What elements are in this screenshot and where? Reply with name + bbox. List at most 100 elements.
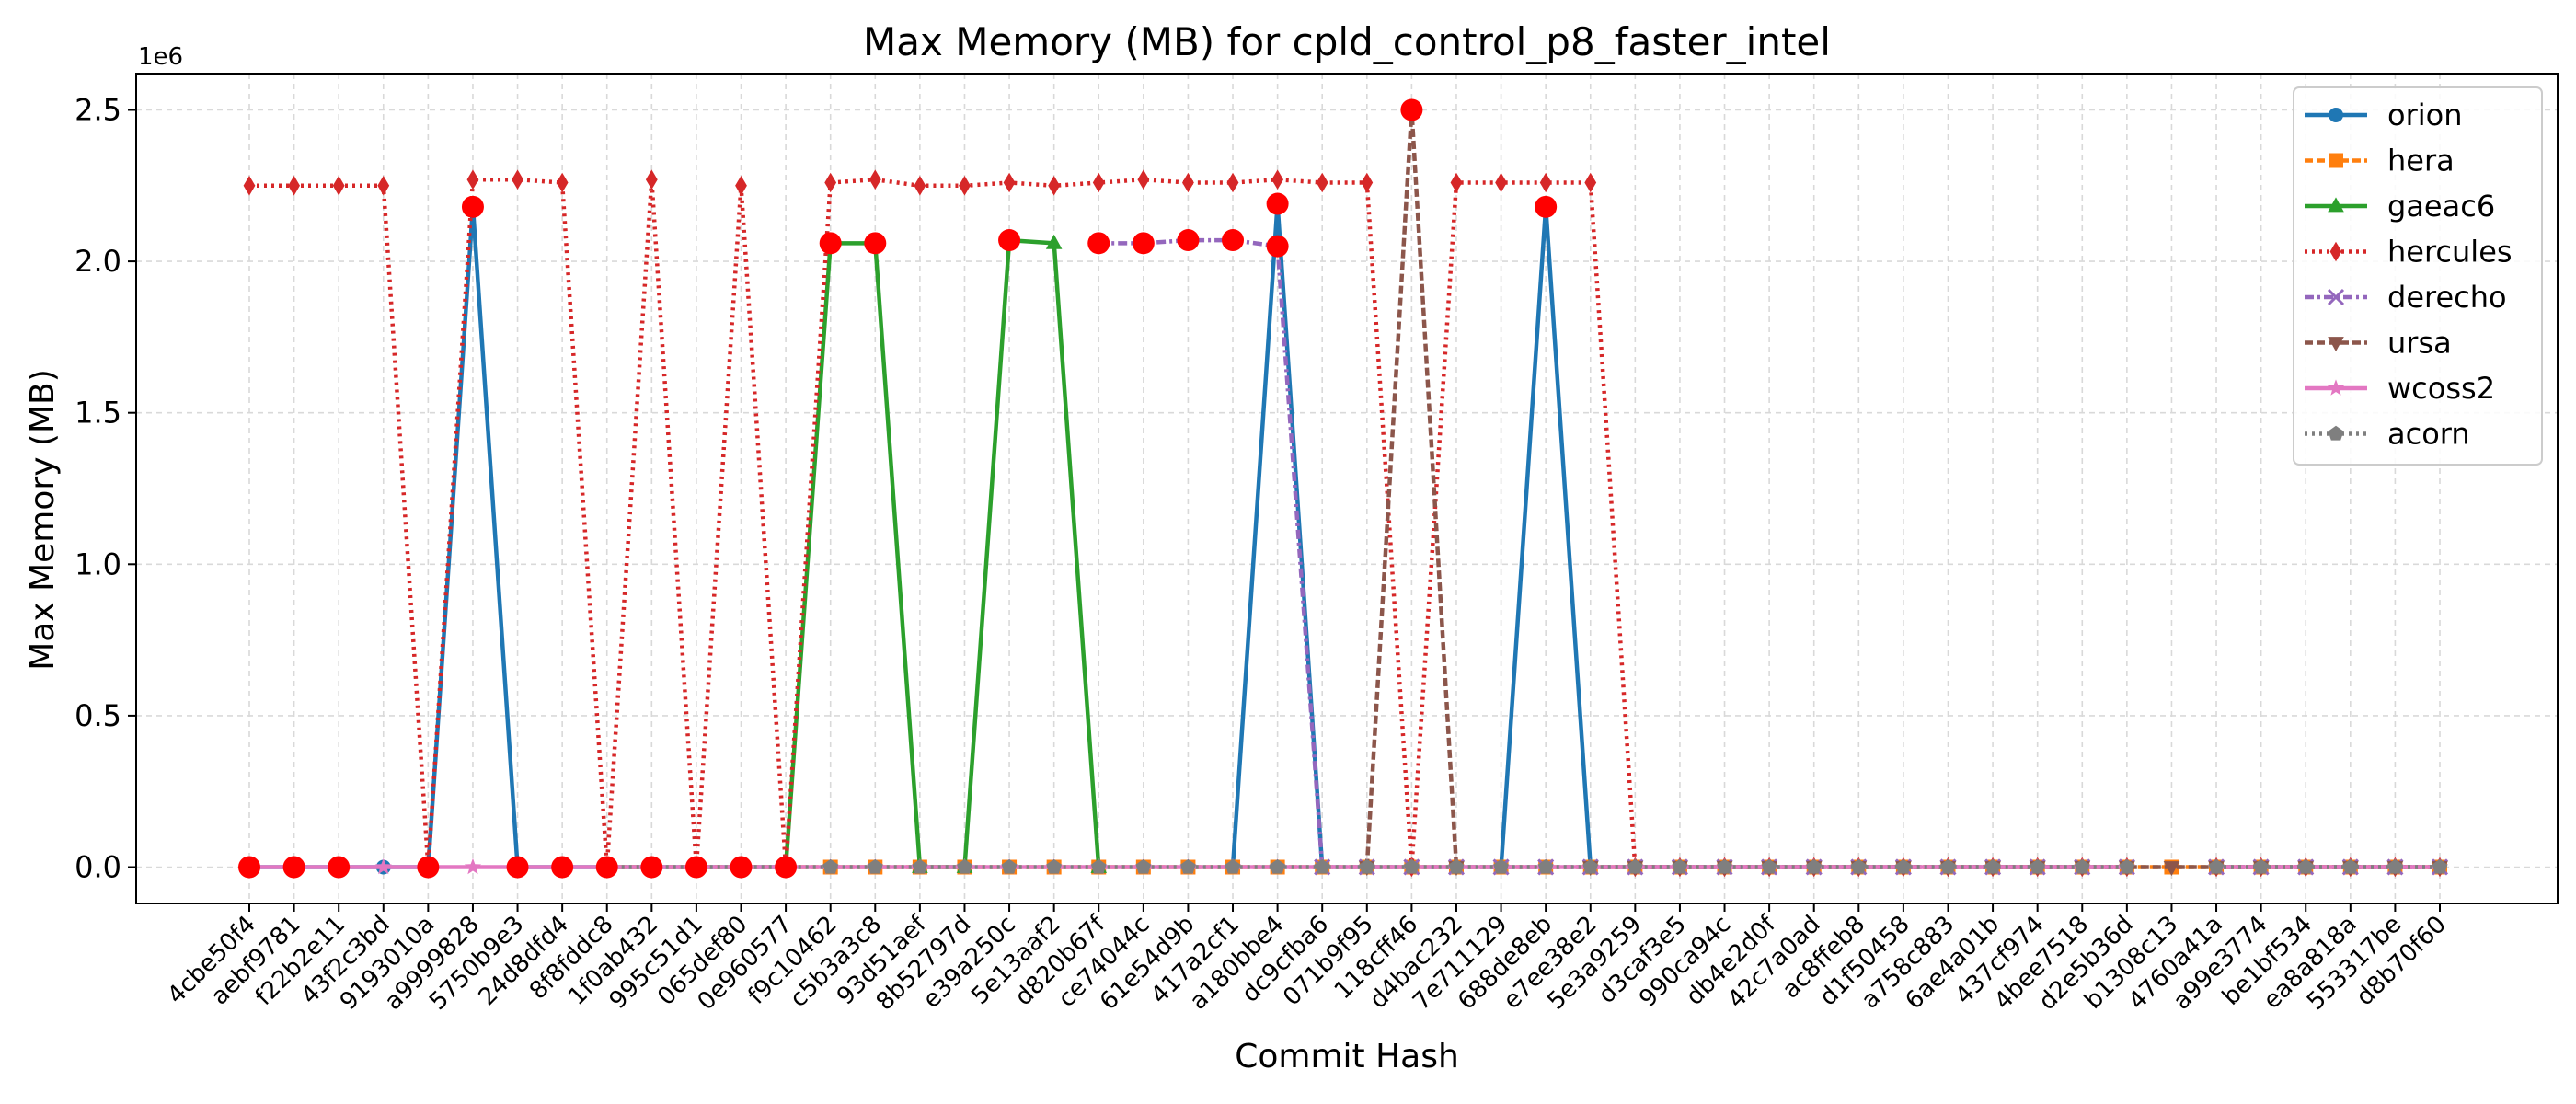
data-point-hercules	[824, 172, 837, 193]
legend-label: hercules	[2387, 235, 2513, 270]
legend-item-hera: hera	[2305, 144, 2455, 178]
data-point-acorn	[912, 858, 928, 874]
data-point-acorn	[2432, 858, 2448, 874]
legend-label: orion	[2387, 98, 2462, 132]
data-point-acorn	[1001, 858, 1018, 874]
data-point-hercules	[868, 169, 881, 190]
legend-item-ursa: ursa	[2305, 326, 2452, 361]
data-point-acorn	[2342, 858, 2359, 874]
highlight-point	[819, 232, 842, 255]
data-point-acorn	[1984, 858, 2001, 874]
y-tick-label: 2.0	[75, 244, 121, 279]
highlight-point	[1222, 229, 1245, 252]
data-point-hercules	[1003, 172, 1016, 193]
legend-label: acorn	[2387, 417, 2470, 452]
plot-frame	[135, 73, 2559, 904]
legend: orion hera gaeac6 hercules derecho ursa wcoss2…	[2293, 86, 2543, 466]
data-point-hercules	[332, 176, 345, 196]
highlight-point	[551, 856, 574, 879]
data-point-hercules	[512, 169, 523, 190]
data-point-hercules	[1539, 172, 1552, 193]
chart-title: Max Memory (MB) for cpld_control_p8_fast…	[863, 19, 1831, 64]
y-tick-label: 0.5	[75, 698, 121, 733]
data-point-acorn	[1940, 858, 1956, 874]
data-point-acorn	[2119, 858, 2135, 874]
data-point-acorn	[2387, 858, 2403, 874]
data-point-hercules	[556, 172, 569, 193]
data-point-hercules	[1137, 169, 1150, 190]
legend-marker-gaeac6	[2328, 197, 2344, 213]
data-point-acorn	[1806, 858, 1823, 874]
data-point-acorn	[1314, 858, 1330, 874]
highlight-point	[684, 856, 707, 879]
data-point-hercules	[1226, 172, 1239, 193]
data-point-hercules	[288, 176, 300, 196]
highlight-layer	[238, 98, 1558, 879]
data-point-acorn	[1270, 858, 1285, 874]
data-point-hercules	[466, 169, 479, 190]
highlight-point	[1177, 229, 1200, 252]
data-point-acorn	[1090, 858, 1107, 874]
highlight-point	[461, 195, 484, 218]
highlight-point	[640, 856, 663, 879]
data-point-hercules	[1182, 172, 1194, 193]
highlight-point	[1087, 232, 1110, 255]
data-point-acorn	[1582, 858, 1599, 874]
data-point-acorn	[2297, 858, 2314, 874]
data-point-acorn	[822, 858, 839, 874]
data-point-hercules	[959, 176, 971, 196]
data-point-acorn	[1180, 858, 1196, 874]
legend-item-orion: orion	[2305, 98, 2462, 132]
legend-label: gaeac6	[2387, 189, 2495, 224]
highlight-point	[506, 856, 529, 879]
data-point-hercules	[735, 176, 747, 196]
legend-marker-orion	[2329, 108, 2343, 122]
legend-label: derecho	[2387, 280, 2507, 315]
data-point-acorn	[867, 858, 883, 874]
highlight-point	[864, 232, 887, 255]
data-point-acorn	[1404, 858, 1420, 874]
data-point-hercules	[645, 169, 658, 190]
y-tick-label: 1.5	[75, 396, 121, 431]
data-point-hercules	[1316, 172, 1328, 193]
x-axis-label: Commit Hash	[1235, 1038, 1459, 1075]
data-point-acorn	[1761, 858, 1777, 874]
legend-item-derecho: derecho	[2305, 280, 2507, 315]
highlight-point	[1535, 195, 1558, 218]
data-point-acorn	[2030, 858, 2045, 874]
data-point-ursa	[2163, 861, 2180, 877]
y-tick-label: 2.5	[75, 93, 121, 128]
legend-label: ursa	[2387, 326, 2452, 361]
data-point-hercules	[1361, 172, 1374, 193]
legend-marker-hera	[2329, 153, 2343, 168]
highlight-point	[282, 856, 305, 879]
data-point-hercules	[1495, 172, 1507, 193]
data-point-acorn	[1448, 858, 1465, 874]
data-point-acorn	[2074, 858, 2090, 874]
legend-marker-derecho	[2327, 288, 2345, 306]
data-point-hercules	[1450, 172, 1463, 193]
y-axis: 0.0 0.5 1.0 1.5 2.0 2.5	[75, 93, 136, 884]
data-point-acorn	[2253, 858, 2269, 874]
data-point-gaeac6	[1045, 234, 1063, 249]
data-point-acorn	[1717, 858, 1732, 874]
legend-marker-ursa	[2328, 337, 2344, 352]
data-point-hercules	[377, 176, 390, 196]
highlight-point	[998, 229, 1021, 252]
data-point-hercules	[1271, 169, 1284, 190]
data-point-acorn	[1493, 858, 1509, 874]
y-tick-label: 0.0	[75, 849, 121, 884]
highlight-point	[730, 856, 753, 879]
legend-item-gaeac6: gaeac6	[2305, 189, 2495, 224]
highlight-point	[1266, 235, 1289, 258]
data-point-hercules	[914, 176, 926, 196]
highlight-point	[1400, 98, 1423, 121]
highlight-point	[1266, 192, 1289, 215]
data-point-acorn	[1672, 858, 1688, 874]
legend-marker-acorn	[2328, 425, 2344, 441]
highlight-point	[1132, 232, 1155, 255]
highlight-point	[417, 856, 440, 879]
legend-label: wcoss2	[2387, 371, 2495, 406]
data-point-acorn	[1850, 858, 1867, 874]
data-point-hercules	[1092, 172, 1105, 193]
